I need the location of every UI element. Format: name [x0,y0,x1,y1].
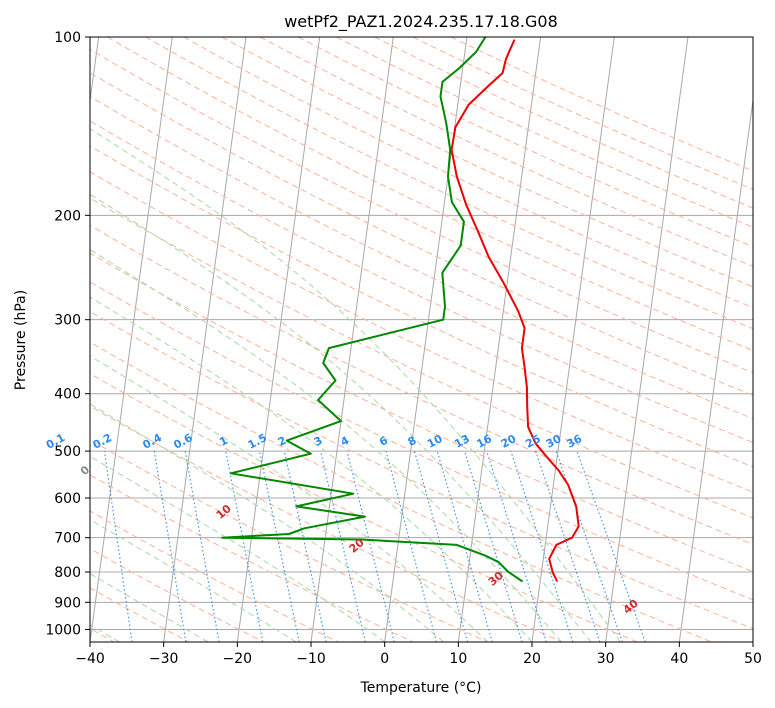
mixing-ratio-label: 10 [425,432,445,451]
mixing-ratio-line [510,450,574,642]
dry-adiabat-line [90,72,753,396]
mixing-ratio-line [535,450,601,642]
mixing-ratio-label: 16 [474,432,494,451]
dry-adiabat-line [90,120,753,444]
mixing-ratio-line [346,450,395,642]
mixing-ratio-line [413,450,469,642]
dry-adiabat-line [412,37,753,190]
y-tick-label: 600 [54,491,81,507]
dry-adiabat-line [90,439,488,642]
isotherm-line [457,37,542,642]
x-tick-label: 20 [523,651,541,667]
x-tick-label: 10 [449,651,467,667]
dry-adiabat-line [90,48,753,374]
line-labels: 0.10.20.40.611.52346810131620253036-100-… [44,431,641,617]
dry-adiabat-line [336,37,753,228]
temperature-line [450,39,580,582]
moist-adiabat-line [90,573,209,642]
moist-adiabat-line [90,296,533,642]
y-tick-label: 800 [54,565,81,581]
y-tick-label: 400 [54,387,81,403]
mixing-ratio-line [319,450,366,642]
mixing-ratio-line [225,450,264,642]
mixing-ratio-label: 36 [565,432,585,451]
mixing-ratio-line [486,450,547,642]
x-tick-label: 30 [597,651,615,667]
isotherm-line [236,37,321,642]
dry-adiabat-line [90,197,753,519]
series-lines [221,37,580,583]
dry-adiabat-line [90,341,712,642]
mixing-ratio-line [385,450,437,642]
x-tick-label: −30 [149,651,179,667]
mixing-ratio-line [184,451,220,642]
x-tick-label: −20 [223,651,253,667]
moist-adiabat-line [90,455,385,642]
dry-adiabat-line [259,37,753,268]
moist-adiabat-line [90,193,592,642]
mixing-ratio-line [153,451,187,642]
dewpoint-line [221,37,524,583]
moist-adiabat-line [90,128,621,642]
mixing-ratio-line [258,450,300,642]
moist-adiabat-line [90,249,562,642]
mixing-ratio-line [576,450,646,642]
y-tick-label: 700 [54,531,81,547]
dry-adiabat-line [450,37,753,172]
mixing-ratio-label: 30 [544,432,564,451]
y-tick-label: 100 [54,30,81,46]
mixing-ratio-line [103,451,133,642]
y-tick-label: 1000 [45,622,81,638]
dry-adiabat-line [90,310,753,630]
x-tick-label: −40 [75,651,105,667]
dry-adiabat-line [90,145,753,468]
dry-adiabat-line [90,224,753,546]
x-tick-label: −10 [296,651,326,667]
mixing-ratio-line [283,450,327,642]
chart-title: wetPf2_PAZ1.2024.235.17.18.G08 [284,12,558,32]
moist-adiabat-line [90,355,489,642]
isotherm-line [531,37,615,642]
y-tick-label: 200 [54,208,81,224]
mixing-ratio-label: 13 [452,432,472,451]
x-tick-label: 0 [380,651,389,667]
dry-adiabat-line [90,405,563,642]
dry-adiabat-line [221,37,753,288]
x-axis-label: Temperature (°C) [360,680,482,696]
dry-adiabat-line [90,510,339,642]
x-tick-label: 50 [744,651,762,667]
y-axis-label: Pressure (hPa) [13,290,29,390]
mixing-ratio-label: 20 [499,432,519,451]
isotherm-line [90,37,173,642]
mixing-ratio-line [464,450,523,642]
mixing-ratio-line [436,450,493,642]
y-tick-label: 300 [54,313,81,329]
mixing-ratio-label: 25 [523,432,543,451]
y-tick-label: 500 [54,444,81,460]
axis-ticks: −40 −30 −20 −10 0 10 20 30 40 50 100 200 300 400 500 60… [45,30,762,667]
moist-adiabat-line [90,518,297,642]
plot-frame [89,36,754,643]
y-tick-label: 900 [54,595,81,611]
x-tick-label: 40 [670,651,688,667]
isotherm-line [163,37,247,642]
dry-adiabat-line [145,37,753,330]
isotherm-line [678,96,753,642]
dry-adiabat-line [90,281,753,601]
